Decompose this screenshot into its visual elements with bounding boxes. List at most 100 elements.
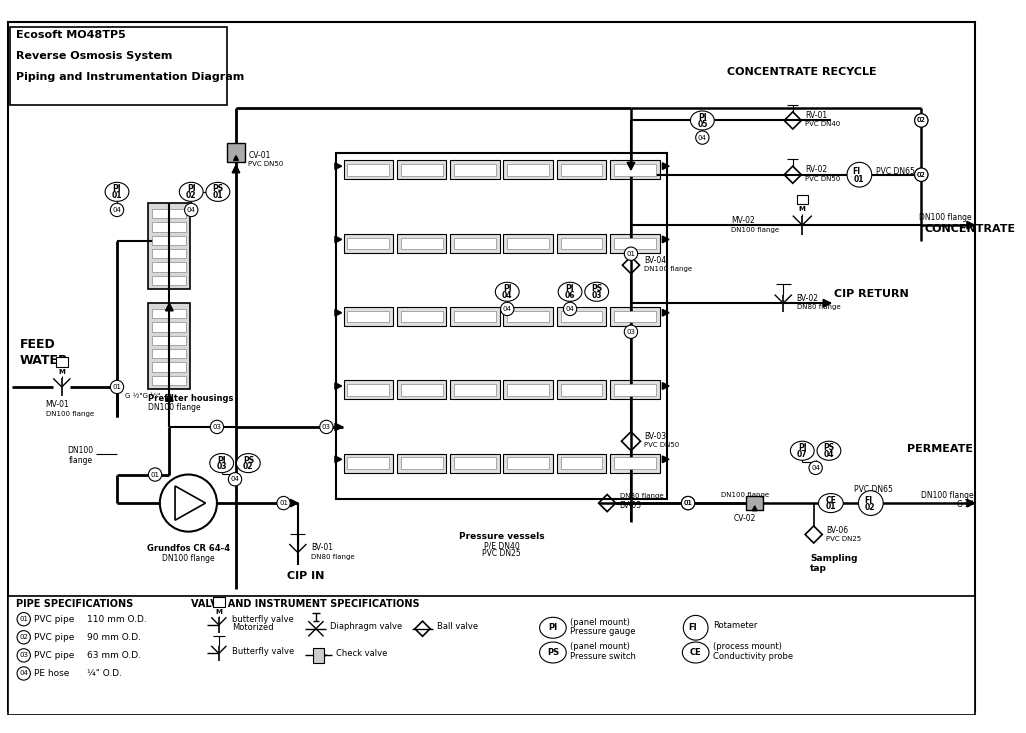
Text: 01: 01 (627, 251, 635, 257)
Circle shape (277, 496, 290, 509)
Ellipse shape (540, 642, 566, 663)
Bar (504, 454, 553, 473)
Ellipse shape (585, 282, 608, 301)
Text: PVC DN50: PVC DN50 (644, 442, 679, 448)
Text: M: M (58, 369, 66, 375)
Text: CONCENTRATE RECYCLE: CONCENTRATE RECYCLE (727, 67, 877, 77)
Bar (228, 144, 244, 162)
Polygon shape (663, 456, 669, 463)
Text: Piping and Instrumentation Diagram: Piping and Instrumentation Diagram (16, 72, 244, 81)
Text: PERMEATE: PERMEATE (907, 443, 973, 454)
Circle shape (696, 131, 709, 144)
Bar (152, 309, 187, 318)
Text: 04: 04 (187, 207, 196, 213)
Polygon shape (334, 236, 342, 243)
Bar (746, 496, 763, 509)
Text: PVC DN40: PVC DN40 (805, 121, 840, 128)
Ellipse shape (817, 441, 841, 460)
Bar (397, 454, 446, 473)
Ellipse shape (790, 441, 815, 460)
Text: G ½"G ½": G ½"G ½" (124, 394, 160, 399)
Text: DN100 flange: DN100 flange (149, 403, 201, 413)
Circle shape (914, 114, 928, 127)
Bar (507, 311, 549, 323)
Bar (397, 380, 446, 399)
Ellipse shape (236, 454, 261, 473)
Text: CE: CE (825, 496, 836, 505)
Bar (560, 311, 602, 323)
Text: PVC pipe: PVC pipe (34, 615, 75, 624)
Text: 04: 04 (231, 476, 239, 482)
Text: PVC DN65: PVC DN65 (855, 485, 893, 494)
Text: 01: 01 (683, 500, 693, 506)
Text: M: M (215, 608, 223, 614)
Bar (557, 161, 606, 180)
Ellipse shape (819, 493, 843, 512)
Text: PI: PI (503, 284, 512, 293)
Bar (152, 336, 187, 345)
Bar (450, 307, 500, 326)
Text: PIPE SPECIFICATIONS: PIPE SPECIFICATIONS (16, 599, 133, 609)
Bar (400, 237, 442, 249)
Bar (397, 234, 446, 253)
Text: PVC DN25: PVC DN25 (826, 537, 861, 542)
Polygon shape (334, 383, 342, 389)
Text: Prefilter housings: Prefilter housings (149, 394, 234, 403)
Text: PS: PS (591, 284, 602, 293)
Text: PS: PS (547, 648, 559, 657)
Text: BV-05: BV-05 (620, 501, 641, 510)
Text: 01: 01 (19, 616, 29, 622)
Text: PI: PI (113, 185, 121, 194)
Bar (614, 311, 656, 323)
Ellipse shape (209, 454, 234, 473)
Circle shape (17, 649, 31, 662)
Circle shape (624, 325, 637, 339)
Text: Motorized: Motorized (232, 623, 274, 633)
Text: PS: PS (243, 456, 253, 465)
Bar (152, 349, 187, 358)
Bar (348, 237, 389, 249)
Text: CV-01: CV-01 (248, 151, 271, 161)
Text: G 2": G 2" (957, 501, 974, 509)
Bar (610, 307, 660, 326)
Ellipse shape (206, 183, 230, 202)
Text: 01: 01 (279, 500, 288, 506)
Text: 06: 06 (564, 291, 576, 300)
Bar (348, 311, 389, 323)
Text: 02: 02 (243, 463, 253, 471)
Text: DN100 flange: DN100 flange (45, 410, 93, 416)
Polygon shape (165, 303, 173, 311)
Text: 07: 07 (797, 450, 807, 459)
Text: PS: PS (824, 443, 834, 452)
Bar (504, 307, 553, 326)
Bar (504, 380, 553, 399)
Text: DN100 flange: DN100 flange (921, 491, 974, 500)
Bar (796, 195, 808, 205)
Circle shape (683, 616, 708, 640)
Text: PS: PS (212, 185, 224, 194)
Bar (450, 454, 500, 473)
Bar (152, 209, 187, 218)
Bar (149, 203, 190, 289)
Bar (504, 161, 553, 180)
Circle shape (185, 203, 198, 216)
Bar (614, 384, 656, 396)
Circle shape (859, 490, 883, 515)
Bar (450, 380, 500, 399)
Text: 03: 03 (591, 291, 602, 300)
Bar (7, 597, 975, 715)
Text: FI: FI (688, 623, 697, 633)
Text: 01: 01 (113, 384, 121, 390)
Text: RV-01: RV-01 (805, 111, 827, 120)
Text: Pressure vessels: Pressure vessels (459, 532, 545, 541)
Text: Check valve: Check valve (336, 649, 387, 658)
Text: 110 mm O.D.: 110 mm O.D. (86, 615, 147, 624)
Text: CE: CE (689, 648, 702, 657)
Text: CIP RETURN: CIP RETURN (834, 289, 908, 298)
Text: BV-04: BV-04 (644, 256, 667, 265)
Text: Pressure gauge: Pressure gauge (570, 627, 635, 636)
Circle shape (210, 420, 224, 434)
Bar (397, 307, 446, 326)
Bar (557, 234, 606, 253)
Text: BV-06: BV-06 (826, 526, 849, 535)
